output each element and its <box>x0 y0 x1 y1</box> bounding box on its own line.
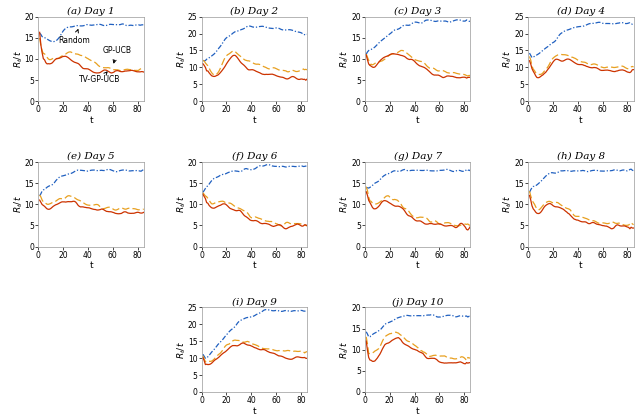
Title: (d) Day 4: (d) Day 4 <box>557 7 605 16</box>
Title: (g) Day 7: (g) Day 7 <box>394 152 442 161</box>
Title: (j) Day 10: (j) Day 10 <box>392 298 444 306</box>
X-axis label: t: t <box>253 116 256 125</box>
X-axis label: t: t <box>416 261 419 270</box>
Y-axis label: $R_t/t$: $R_t/t$ <box>175 196 188 213</box>
Y-axis label: $R_t/t$: $R_t/t$ <box>339 341 351 359</box>
X-axis label: t: t <box>89 116 93 125</box>
Title: (c) Day 3: (c) Day 3 <box>394 7 441 16</box>
Text: GP-UCB: GP-UCB <box>103 45 132 63</box>
X-axis label: t: t <box>579 116 583 125</box>
Y-axis label: $R_t/t$: $R_t/t$ <box>339 50 351 68</box>
Title: (i) Day 9: (i) Day 9 <box>232 298 276 306</box>
Y-axis label: $R_t/t$: $R_t/t$ <box>175 50 188 68</box>
Title: (e) Day 5: (e) Day 5 <box>67 152 115 161</box>
Text: Random: Random <box>58 30 90 45</box>
Y-axis label: $R_t/t$: $R_t/t$ <box>175 341 188 359</box>
Title: (h) Day 8: (h) Day 8 <box>557 152 605 161</box>
X-axis label: t: t <box>416 407 419 415</box>
Y-axis label: $R_t/t$: $R_t/t$ <box>339 196 351 213</box>
Title: (b) Day 2: (b) Day 2 <box>230 7 278 16</box>
Y-axis label: $R_t/t$: $R_t/t$ <box>12 50 24 68</box>
Text: TV-GP-UCB: TV-GP-UCB <box>79 72 121 84</box>
Y-axis label: $R_t/t$: $R_t/t$ <box>12 196 24 213</box>
X-axis label: t: t <box>579 261 583 270</box>
Title: (f) Day 6: (f) Day 6 <box>232 152 277 161</box>
X-axis label: t: t <box>89 261 93 270</box>
Y-axis label: $R_t/t$: $R_t/t$ <box>502 50 515 68</box>
X-axis label: t: t <box>253 261 256 270</box>
Title: (a) Day 1: (a) Day 1 <box>67 7 115 16</box>
Y-axis label: $R_t/t$: $R_t/t$ <box>502 196 515 213</box>
X-axis label: t: t <box>416 116 419 125</box>
X-axis label: t: t <box>253 407 256 415</box>
